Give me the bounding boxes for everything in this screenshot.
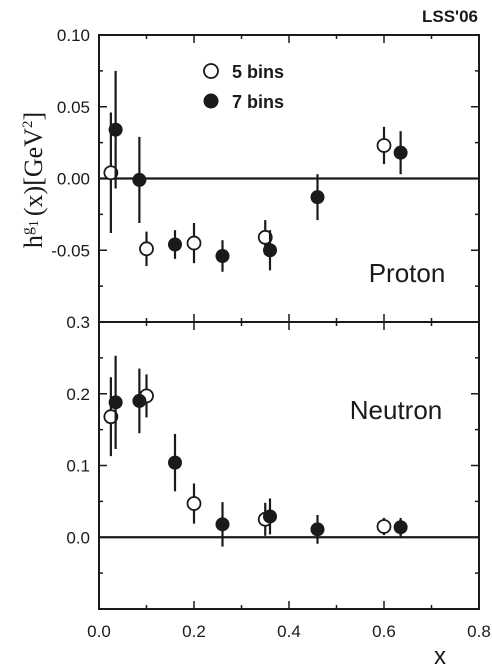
proton-point-5-bins: [186, 235, 202, 251]
proton-point-7-bins: [132, 172, 147, 187]
neutron-ytick-label: 0.0: [66, 528, 90, 547]
proton-ytick-label: 0.05: [57, 98, 90, 117]
neutron-panel-label: Neutron: [350, 395, 443, 425]
proton-ytick-label: 0.10: [57, 26, 90, 45]
neutron-plot-frame: [98, 321, 480, 610]
legend: 5 bins 7 bins: [203, 62, 284, 112]
x-tick-label: 0.4: [277, 622, 301, 641]
proton-point-7-bins: [310, 190, 325, 205]
x-tick-label: 0.6: [372, 622, 396, 641]
neutron-ytick-label: 0.1: [66, 457, 90, 476]
proton-panel-label: Proton: [369, 258, 446, 288]
ylabel-sub-1: 1: [27, 220, 42, 227]
proton-point-7-bins: [108, 122, 123, 137]
legend-label-5-bins: 5 bins: [232, 62, 284, 82]
neutron-point-5-bins: [103, 409, 119, 425]
legend-open-marker: [203, 63, 219, 79]
ylabel-main: h: [19, 235, 48, 248]
proton-ytick-label: 0.00: [57, 170, 90, 189]
corner-label: LSS'06: [422, 7, 478, 26]
legend-label-7-bins: 7 bins: [232, 92, 284, 112]
legend-filled-marker: [203, 93, 219, 109]
neutron-point-7-bins: [108, 395, 123, 410]
proton-point-5-bins: [257, 229, 273, 245]
neutron-ytick-label: 0.2: [66, 385, 90, 404]
neutron-point-7-bins: [215, 517, 230, 532]
ylabel-unit-pow: 2: [20, 121, 36, 129]
ylabel-sup-g: g: [19, 227, 36, 235]
ylabel-unit-close: ]: [19, 112, 48, 121]
x-tick-label: 0.8: [467, 622, 491, 641]
svg-text:hg1(x)[GeV2]: hg1 (x)[GeV2]: [19, 112, 48, 248]
x-tick-label: 0.0: [87, 622, 111, 641]
neutron-point-7-bins: [310, 522, 325, 537]
proton-point-5-bins: [139, 241, 154, 257]
x-tick-label: 0.2: [182, 622, 206, 641]
neutron-ytick-label: 0.3: [66, 313, 90, 332]
ylabel-unit: [GeV: [19, 128, 48, 186]
neutron-point-7-bins: [168, 455, 182, 470]
proton-point-7-bins: [168, 237, 182, 252]
proton-point-5-bins: [103, 165, 119, 181]
proton-point-7-bins: [263, 243, 277, 258]
neutron-point-7-bins: [393, 520, 408, 535]
neutron-point-5-bins: [376, 519, 392, 534]
proton-point-5-bins: [376, 138, 392, 153]
y-axis-label: hg1 (x)[GeV2]: [19, 112, 48, 248]
ylabel-paren: (x): [19, 186, 48, 216]
neutron-point-7-bins: [132, 393, 147, 408]
neutron-point-7-bins: [263, 509, 277, 524]
proton-ytick-label: -0.05: [51, 241, 90, 260]
neutron-point-5-bins: [186, 496, 202, 511]
proton-point-7-bins: [393, 145, 408, 160]
x-axis-label: x: [434, 643, 446, 669]
panels-layer: 0.10 0.05 0.00 -0.05 Proton 0.3 0.2 0.1 0.0 Neutr…: [51, 26, 491, 641]
proton-point-7-bins: [215, 248, 230, 263]
